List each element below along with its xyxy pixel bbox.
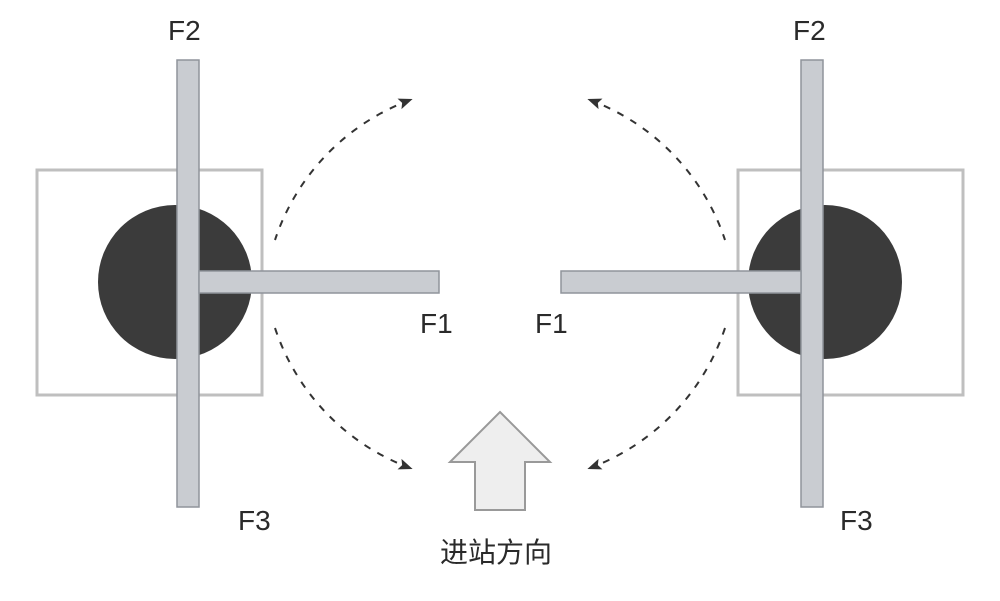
motion-arc-lower_left [275, 328, 410, 468]
label-f2-right: F2 [793, 15, 826, 46]
horizontal-arm [561, 271, 801, 293]
label-f3-right: F3 [840, 505, 873, 536]
motion-arc-upper_right [590, 100, 725, 240]
label-f1-right: F1 [535, 308, 568, 339]
vertical-arm [801, 60, 823, 507]
motion-arc-upper_left [275, 100, 410, 240]
label-f2-left: F2 [168, 15, 201, 46]
motion-arc-lower_right [590, 328, 725, 468]
vertical-arm [177, 60, 199, 507]
direction-arrow-icon [450, 412, 550, 510]
horizontal-arm [199, 271, 439, 293]
label-f1-left: F1 [420, 308, 453, 339]
label-f3-left: F3 [238, 505, 271, 536]
caption-text: 进站方向 [440, 537, 552, 568]
